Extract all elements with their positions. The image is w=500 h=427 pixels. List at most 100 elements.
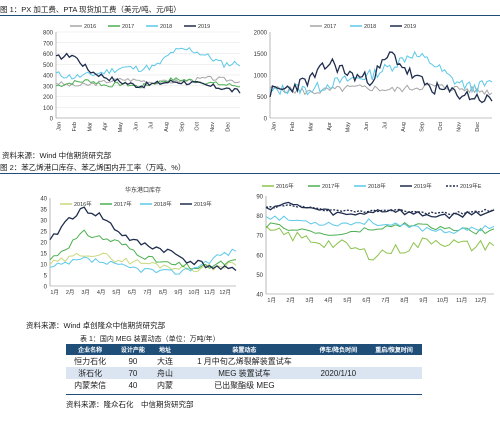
x-tick-label: Mar bbox=[87, 122, 93, 132]
figure1-left-chart: 0 100 200 300 400 500 600 700 800 Jan Feb Mar Apr May… bbox=[43, 24, 241, 132]
y-tick-label: 800 bbox=[43, 31, 54, 37]
x-tick-label: 2月 bbox=[286, 297, 295, 304]
figure2-caption: 图 2：苯乙烯港口库存、苯乙烯国内开工率（万吨、%） bbox=[0, 163, 186, 172]
x-tick-label: Jun bbox=[364, 122, 370, 131]
chart-title: 华东港口库存 bbox=[125, 186, 161, 194]
y-tick-label: 15 bbox=[40, 252, 47, 258]
x-tick-label: 6月 bbox=[362, 297, 371, 304]
series-line bbox=[55, 77, 241, 89]
x-tick-label: 11月 bbox=[204, 289, 215, 296]
figure1-left-plot: 0 100 200 300 400 500 600 700 800 Jan Feb Mar Apr May… bbox=[43, 24, 241, 132]
x-tick-label: 7月 bbox=[143, 289, 152, 296]
series-line bbox=[265, 221, 495, 236]
x-tick-label: Jun bbox=[133, 122, 139, 131]
figure2-right-plot: 40 50 60 70 80 90 1月 2月 3月 4月 5月 6月 7月 8月 9月 10月 11月 12月 2… bbox=[256, 182, 495, 304]
legend-label: 2017 bbox=[122, 24, 134, 30]
x-tick-label: 8月 bbox=[159, 289, 168, 296]
x-tick-label: 1月 bbox=[50, 289, 59, 296]
cell-stop-time bbox=[310, 355, 366, 367]
cell-location: 舟山 bbox=[151, 367, 179, 379]
figure1-right-plot: 0 500 1000 1500 2000 Jan Feb Mar Apr May Jun Jul Aug… bbox=[254, 24, 493, 132]
legend-label: 2017年 bbox=[322, 182, 340, 190]
figure2-left-plot: 0 5 10 15 20 25 30 35 40 1月 2月 3月 4月 5月 6月 7月 8月 9月 10月 11月… bbox=[40, 186, 237, 296]
cell-status: 已出聚酯级 MEG bbox=[214, 380, 275, 390]
y-tick-label: 40 bbox=[256, 293, 263, 299]
x-tick-label: Feb bbox=[290, 122, 296, 131]
y-tick-label: 20 bbox=[40, 241, 47, 247]
x-tick-label: Dec bbox=[475, 122, 481, 132]
x-tick-label: Dec bbox=[225, 122, 231, 132]
series-line bbox=[49, 248, 237, 275]
x-tick-label: 4月 bbox=[324, 297, 333, 304]
x-tick-label: 10月 bbox=[188, 289, 200, 296]
y-tick-label: 1000 bbox=[254, 74, 268, 80]
y-tick-label: 25 bbox=[40, 230, 47, 236]
table-row: 恒力石化 90 大连 1 月中旬乙烯裂解装置试车 bbox=[66, 355, 422, 367]
series-line bbox=[269, 50, 493, 96]
table-row: 浙石化 70 舟山 MEG 装置试车 2020/1/10 bbox=[66, 367, 422, 379]
legend-label: 2016年 bbox=[276, 182, 294, 190]
x-tick-label: Nov bbox=[210, 122, 216, 132]
legend-label: 2019年 bbox=[194, 200, 212, 208]
legend-label: 2019 bbox=[198, 24, 210, 30]
legend-label: 2016年 bbox=[74, 200, 92, 208]
x-tick-label: Jul bbox=[383, 122, 389, 129]
figure1-caption: 图 1：PX 加工费、PTA 现货加工费（美元/吨、元/吨） bbox=[0, 5, 181, 14]
legend-label: 2018年 bbox=[368, 182, 386, 190]
y-tick-label: 60 bbox=[256, 253, 263, 259]
y-tick-label: 30 bbox=[40, 219, 47, 225]
table1-source: 资料来源：隆众石化 中信期货研究部 bbox=[66, 400, 194, 409]
x-tick-label: 12月 bbox=[475, 297, 487, 304]
legend-label: 2018 bbox=[364, 24, 376, 30]
legend-label: 2019年E bbox=[460, 182, 482, 190]
cell-capacity: 90 bbox=[128, 356, 138, 366]
x-tick-label: Jan bbox=[57, 122, 63, 131]
cell-location: 内蒙 bbox=[157, 380, 174, 390]
cell-capacity: 70 bbox=[114, 367, 152, 379]
header-company: 企业名称 bbox=[66, 344, 115, 355]
y-tick-label: 5 bbox=[44, 274, 48, 280]
legend-label: 2018年 bbox=[154, 200, 172, 208]
y-tick-label: 700 bbox=[43, 41, 54, 47]
x-tick-label: 9月 bbox=[174, 289, 183, 296]
x-tick-label: 4月 bbox=[97, 289, 106, 296]
figure2-source: 资料来源：Wind 卓创隆众中信期货研究部 bbox=[26, 321, 166, 330]
header-capacity: 设计产能 bbox=[114, 344, 152, 355]
legend-label: 2019年 bbox=[414, 182, 432, 190]
x-tick-label: 6月 bbox=[128, 289, 137, 296]
cell-company: 浙石化 bbox=[66, 367, 115, 379]
y-tick-label: 500 bbox=[257, 95, 268, 101]
series-line bbox=[55, 46, 241, 80]
series-line bbox=[265, 204, 495, 216]
cell-company: 恒力石化 bbox=[74, 356, 107, 366]
series-line bbox=[269, 83, 493, 96]
cell-company: 内蒙荣信 bbox=[74, 380, 107, 390]
table1-caption: 表 1：国内 MEG 装置动态（单位：万吨/年） bbox=[80, 336, 220, 343]
figure2-right-chart: 40 50 60 70 80 90 1月 2月 3月 4月 5月 6月 7月 8月 9月 10月 11月 12月 2… bbox=[256, 182, 495, 304]
x-tick-label: 10月 bbox=[437, 297, 449, 304]
x-tick-label: 12月 bbox=[219, 289, 231, 296]
cell-capacity: 40 bbox=[128, 380, 138, 390]
legend-label: 2018 bbox=[160, 24, 172, 30]
x-tick-label: Apr bbox=[103, 122, 109, 131]
y-tick-label: 300 bbox=[43, 84, 54, 90]
y-tick-label: 2000 bbox=[254, 31, 268, 37]
header-location: 地址 bbox=[151, 344, 179, 355]
x-tick-label: Sep bbox=[420, 122, 426, 132]
y-tick-label: 400 bbox=[43, 74, 54, 80]
y-tick-label: 35 bbox=[40, 208, 47, 214]
x-tick-label: 8月 bbox=[400, 297, 409, 304]
x-tick-label: 5月 bbox=[343, 297, 352, 304]
x-tick-label: Aug bbox=[401, 122, 407, 132]
cell-restart-time bbox=[366, 379, 422, 391]
legend-label: 2017 bbox=[324, 24, 336, 30]
x-tick-label: Oct bbox=[195, 122, 201, 131]
series-line bbox=[269, 51, 493, 104]
y-tick-label: 600 bbox=[43, 52, 54, 58]
figure2-rule bbox=[0, 173, 500, 174]
y-tick-label: 0 bbox=[50, 117, 54, 123]
x-tick-label: Nov bbox=[457, 122, 463, 132]
figure2-left-chart: 0 5 10 15 20 25 30 35 40 1月 2月 3月 4月 5月 6月 7月 8月 9月 10月 11月… bbox=[40, 186, 237, 296]
legend-label: 2019 bbox=[404, 24, 416, 30]
cell-status: 1 月中旬乙烯裂解装置试车 bbox=[197, 356, 292, 366]
